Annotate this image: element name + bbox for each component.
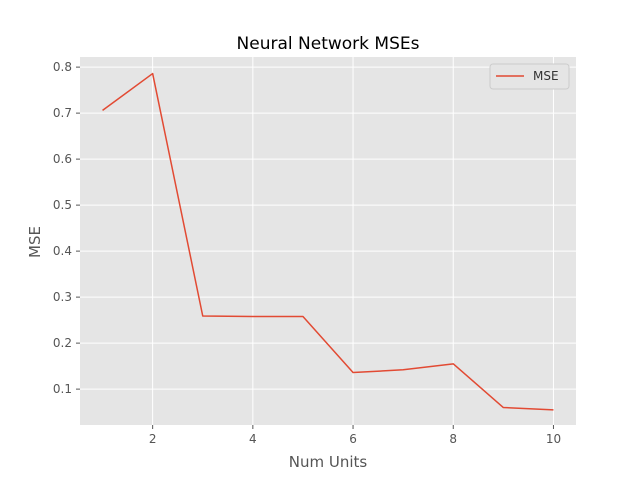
y-axis-ticks: 0.1 0.2 0.3 0.4 0.5 0.6 0.7 0.8 <box>53 60 80 396</box>
x-tick-label: 8 <box>449 432 457 446</box>
y-tick-label: 0.1 <box>53 382 72 396</box>
y-tick-label: 0.8 <box>53 60 72 74</box>
legend-box <box>489 63 570 90</box>
y-tick-label: 0.6 <box>53 152 72 166</box>
chart-title: Neural Network MSEs <box>237 34 420 54</box>
legend: MSE <box>489 63 570 90</box>
x-tick-label: 2 <box>149 432 157 446</box>
x-tick-label: 6 <box>349 432 357 446</box>
y-tick-label: 0.4 <box>53 244 72 258</box>
y-tick-label: 0.7 <box>53 106 72 120</box>
legend-label: MSE <box>533 69 559 83</box>
plot-area <box>80 57 576 425</box>
y-axis-label: MSE <box>26 226 44 258</box>
series-line-mse <box>102 72 554 411</box>
series-layer <box>102 72 554 411</box>
x-axis-label: Num Units <box>289 453 368 471</box>
y-tick-label: 0.3 <box>53 290 72 304</box>
x-axis-ticks: 2 4 6 8 10 <box>149 425 561 446</box>
x-tick-label: 10 <box>546 432 561 446</box>
y-tick-label: 0.2 <box>53 336 72 350</box>
x-tick-label: 4 <box>249 432 257 446</box>
y-tick-label: 0.5 <box>53 198 72 212</box>
